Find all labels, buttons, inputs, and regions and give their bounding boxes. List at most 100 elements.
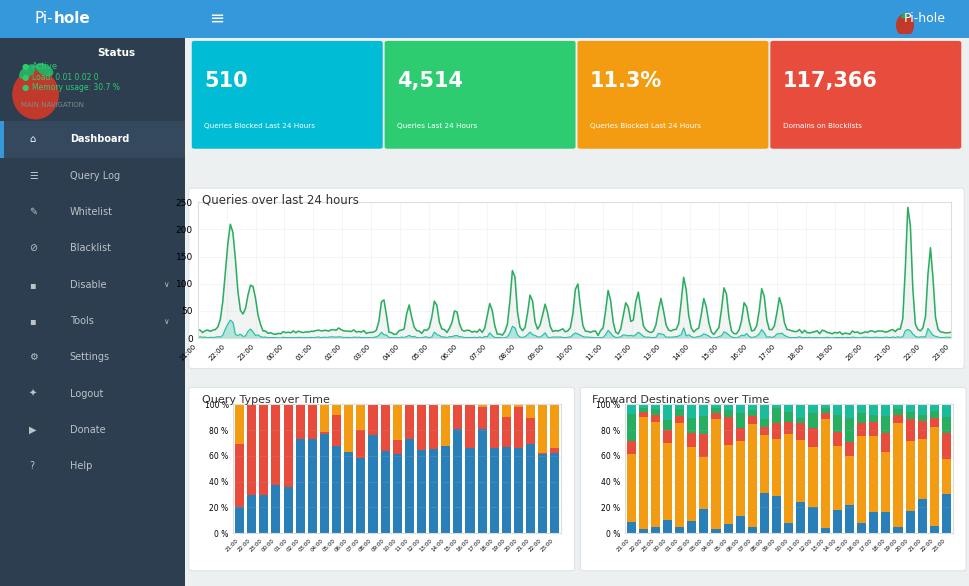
Bar xyxy=(699,434,707,457)
Bar xyxy=(247,495,256,533)
Bar xyxy=(465,448,474,533)
Text: Query Log: Query Log xyxy=(70,171,120,181)
Bar xyxy=(392,440,401,454)
Text: ⊘: ⊘ xyxy=(29,243,37,254)
Bar xyxy=(662,442,672,520)
Bar xyxy=(892,527,901,533)
Bar xyxy=(759,420,768,427)
Bar xyxy=(905,441,914,510)
Bar xyxy=(662,404,672,420)
Bar xyxy=(723,417,732,445)
Text: ✦: ✦ xyxy=(29,389,37,399)
Bar xyxy=(844,456,853,505)
Text: ≡: ≡ xyxy=(209,10,224,28)
Bar xyxy=(917,499,925,533)
Bar xyxy=(331,404,341,415)
Polygon shape xyxy=(900,13,908,18)
Text: MAIN NAVIGATION: MAIN NAVIGATION xyxy=(21,101,84,108)
Bar xyxy=(929,404,938,411)
Bar xyxy=(514,404,522,407)
Bar xyxy=(699,509,707,533)
Bar xyxy=(307,404,317,440)
Text: ∨: ∨ xyxy=(163,316,169,326)
Bar xyxy=(417,404,425,450)
Text: ✎: ✎ xyxy=(29,207,37,217)
Bar xyxy=(820,419,828,529)
Bar xyxy=(428,404,438,449)
Bar xyxy=(428,449,438,533)
Bar xyxy=(857,423,865,436)
Bar xyxy=(686,434,696,447)
Text: Active: Active xyxy=(32,62,58,71)
Bar xyxy=(710,413,720,418)
Bar xyxy=(723,524,732,533)
Bar xyxy=(905,411,914,419)
Circle shape xyxy=(895,15,913,36)
Bar xyxy=(905,419,914,441)
Bar xyxy=(368,435,377,533)
Text: Help: Help xyxy=(70,461,92,472)
Bar xyxy=(247,404,256,495)
Bar xyxy=(941,417,950,432)
Bar xyxy=(892,404,901,409)
Text: Forward Destinations over Time: Forward Destinations over Time xyxy=(591,394,768,404)
Bar xyxy=(771,404,780,408)
Bar xyxy=(477,429,486,533)
Bar xyxy=(501,417,511,447)
Bar xyxy=(771,408,780,423)
Bar xyxy=(929,411,938,418)
Bar xyxy=(905,510,914,533)
Text: ▶: ▶ xyxy=(29,425,37,435)
Bar xyxy=(331,415,341,446)
Bar xyxy=(538,454,547,533)
Bar xyxy=(674,415,683,423)
Bar xyxy=(747,416,756,424)
Bar xyxy=(820,529,828,533)
Bar xyxy=(674,423,683,527)
Bar xyxy=(820,408,828,413)
Bar xyxy=(626,404,635,414)
Bar xyxy=(662,520,672,533)
Bar xyxy=(674,410,683,415)
Bar xyxy=(735,428,744,441)
Bar xyxy=(271,485,280,533)
Bar xyxy=(477,407,486,429)
Bar xyxy=(234,507,244,533)
Bar xyxy=(380,404,390,451)
Bar xyxy=(759,435,768,493)
Bar xyxy=(759,493,768,533)
Bar xyxy=(549,453,559,533)
Bar xyxy=(662,420,672,430)
Text: Disable: Disable xyxy=(70,280,107,290)
Bar xyxy=(796,440,804,502)
Bar xyxy=(626,522,635,533)
Bar xyxy=(807,404,817,413)
Text: Tools: Tools xyxy=(70,316,94,326)
Bar xyxy=(892,409,901,415)
Bar xyxy=(941,459,950,495)
Bar xyxy=(380,451,390,533)
Bar xyxy=(929,427,938,526)
Text: Whitelist: Whitelist xyxy=(70,207,112,217)
Bar xyxy=(868,436,877,512)
Bar xyxy=(905,404,914,411)
Text: Query Types over Time: Query Types over Time xyxy=(203,394,330,404)
Text: Queries Last 24 Hours: Queries Last 24 Hours xyxy=(397,123,477,129)
Text: 11.3%: 11.3% xyxy=(589,71,662,91)
Bar xyxy=(735,441,744,516)
Bar xyxy=(404,404,414,439)
Text: ?: ? xyxy=(29,461,34,472)
Bar xyxy=(723,410,732,417)
Bar xyxy=(783,434,793,523)
Bar xyxy=(796,423,804,440)
Text: 117,366: 117,366 xyxy=(782,71,877,91)
Bar xyxy=(392,404,401,440)
Text: Queries Blocked Last 24 Hours: Queries Blocked Last 24 Hours xyxy=(589,123,701,129)
Bar xyxy=(549,404,559,448)
Bar xyxy=(638,408,647,412)
Bar xyxy=(735,413,744,428)
Bar xyxy=(686,521,696,533)
Text: ∨: ∨ xyxy=(163,280,169,289)
Ellipse shape xyxy=(19,65,35,79)
Bar xyxy=(356,458,365,533)
